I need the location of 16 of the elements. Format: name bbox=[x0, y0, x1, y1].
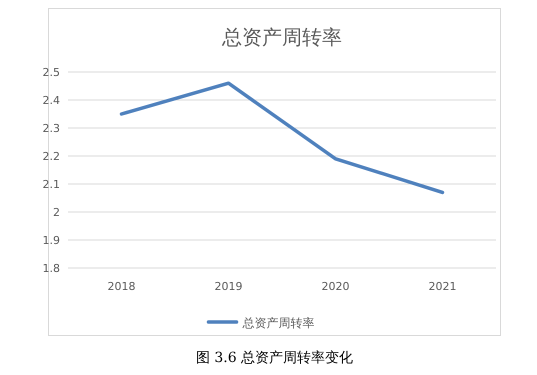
line-series bbox=[120, 81, 444, 194]
y-tick-label: 2.1 bbox=[42, 178, 60, 191]
y-tick-label: 1.8 bbox=[42, 262, 60, 275]
y-tick-label: 2.4 bbox=[42, 94, 60, 107]
x-tick-label: 2020 bbox=[322, 280, 350, 293]
legend-label: 总资产周转率 bbox=[242, 316, 314, 330]
y-tick-label: 1.9 bbox=[42, 234, 60, 247]
y-tick-label: 2 bbox=[53, 206, 60, 219]
y-tick-label: 2.3 bbox=[42, 122, 60, 135]
chart-title: 总资产周转率 bbox=[221, 25, 342, 49]
y-tick-label: 2.2 bbox=[42, 150, 60, 163]
x-tick-label: 2018 bbox=[108, 280, 136, 293]
x-tick-label: 2019 bbox=[214, 280, 242, 293]
y-tick-label: 2.5 bbox=[42, 66, 60, 79]
caption: 图 3.6 总资产周转率变化 bbox=[196, 350, 354, 366]
x-tick-label: 2021 bbox=[428, 280, 456, 293]
